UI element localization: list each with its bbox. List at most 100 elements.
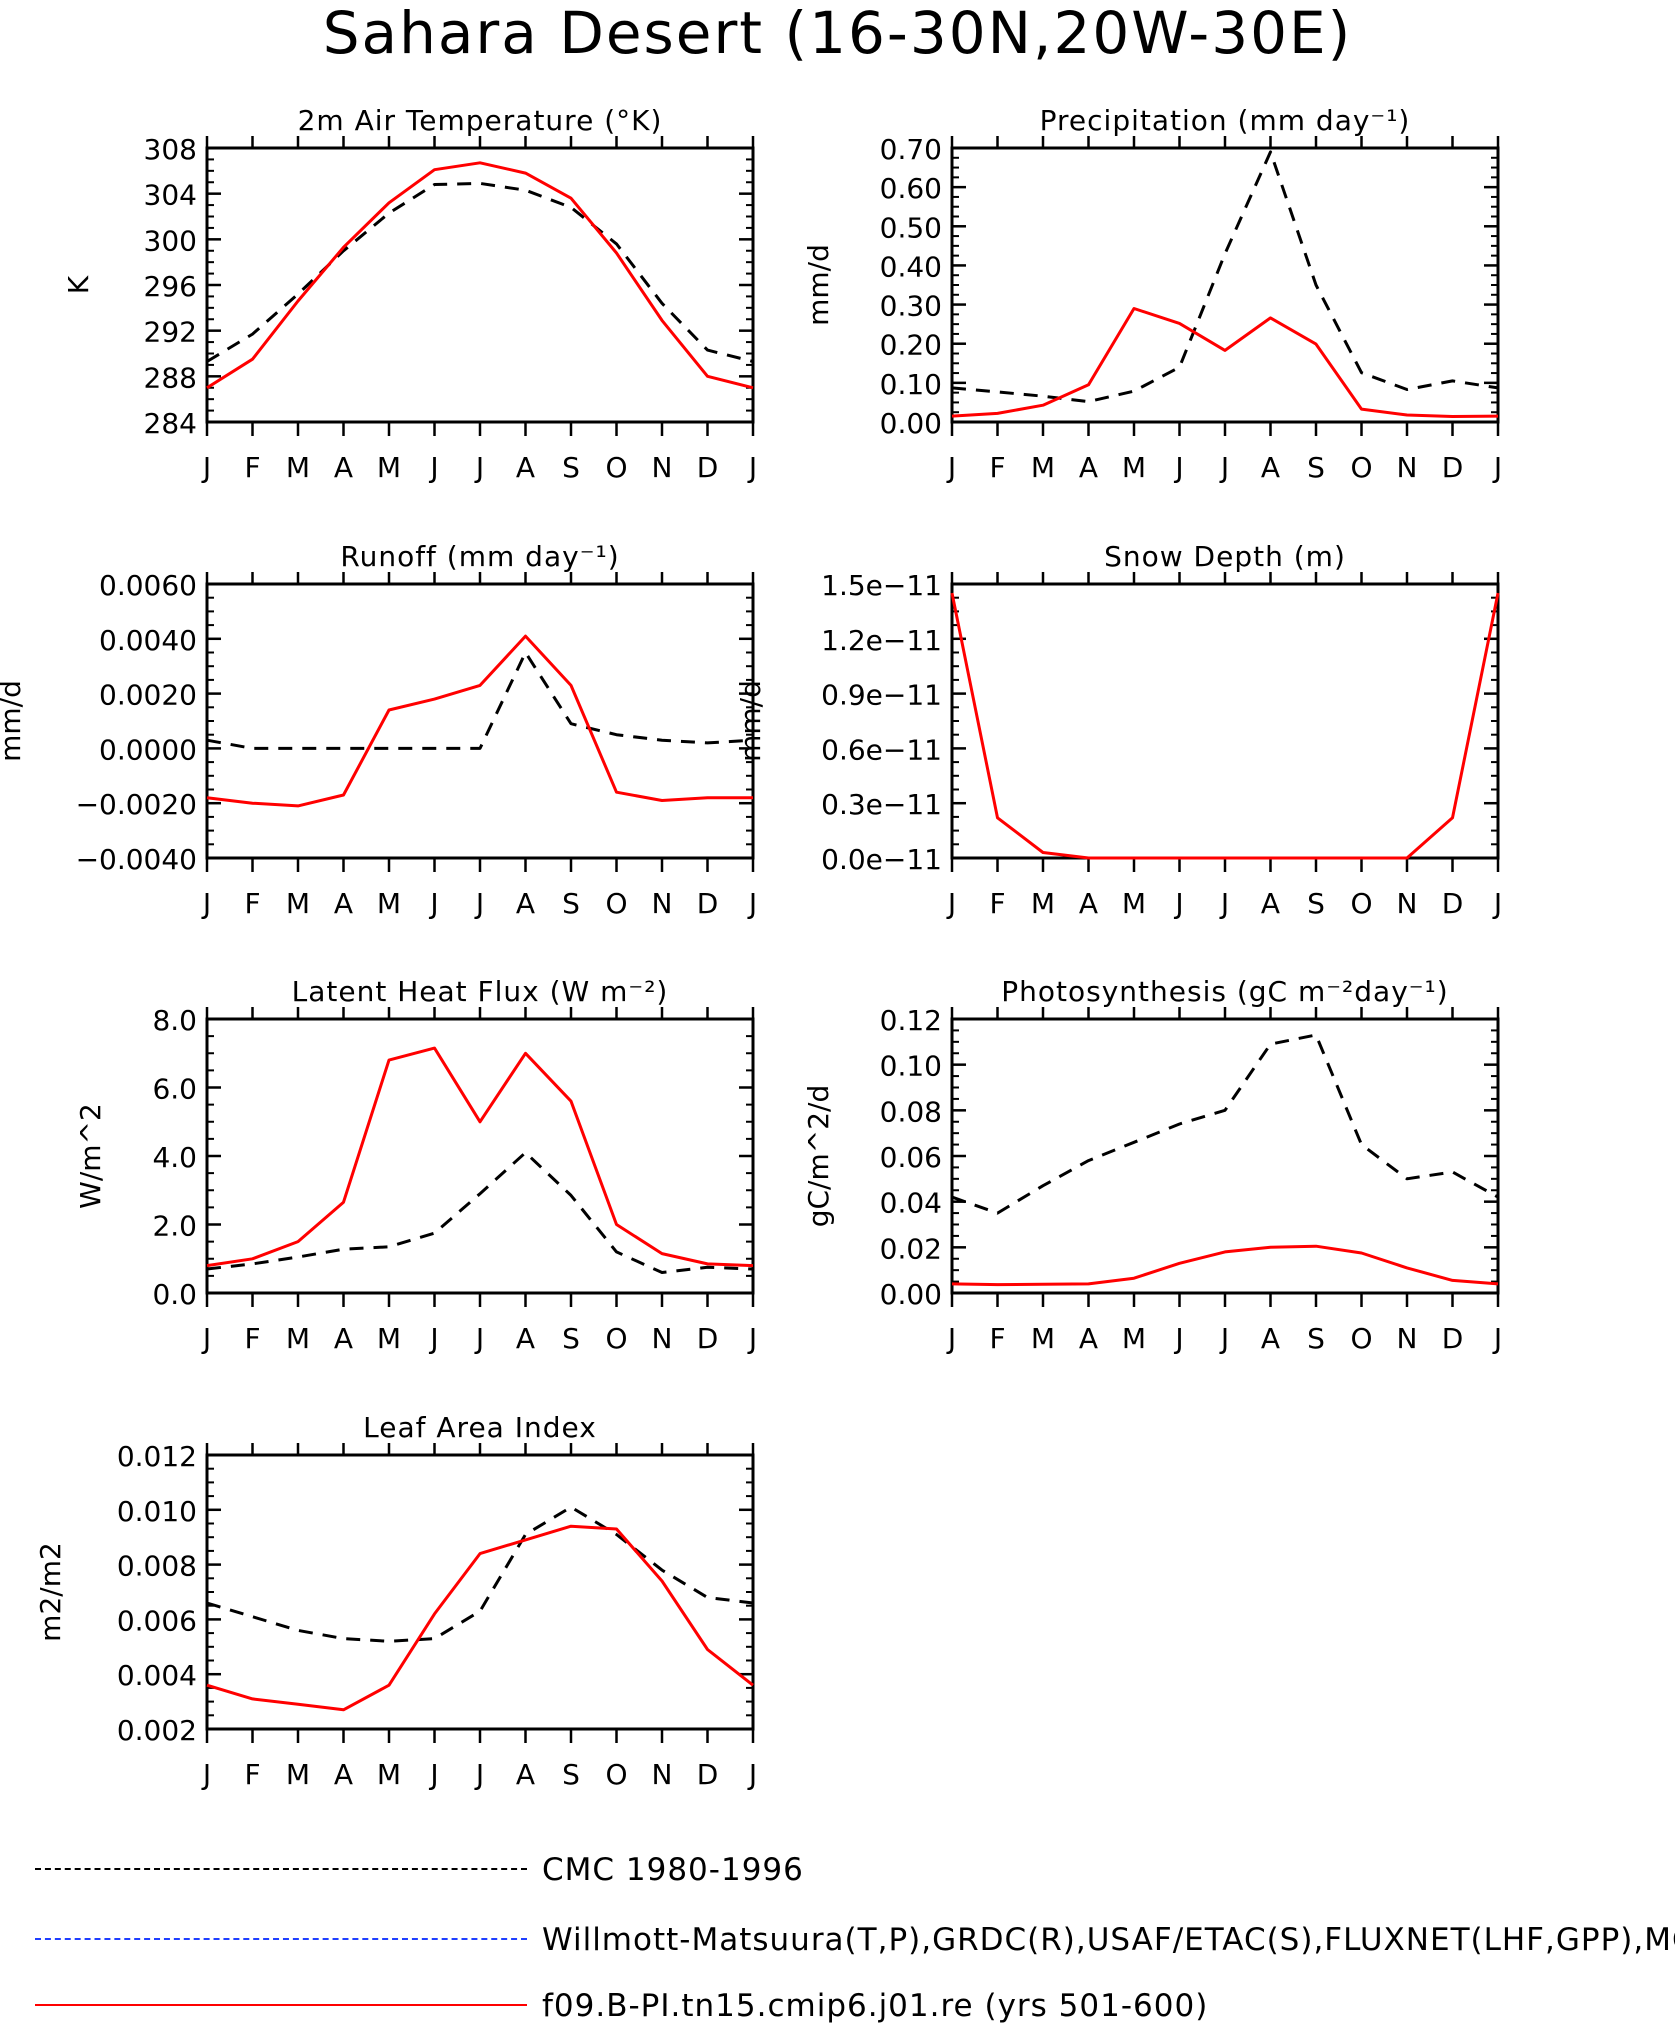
chart-title: Latent Heat Flux (W m⁻²)	[292, 975, 669, 1008]
x-tick-label: M	[1122, 1322, 1146, 1355]
series-line-model	[952, 593, 1498, 858]
x-tick-label: M	[286, 451, 310, 484]
y-tick-label: 0.40	[880, 250, 942, 283]
x-tick-label: F	[244, 1322, 260, 1355]
legend-label-model: f09.B-PI.tn15.cmip6.j01.re (yrs 501-600)	[542, 1986, 1208, 2026]
x-tick-label: O	[605, 1322, 627, 1355]
x-tick-label: J	[474, 451, 484, 484]
y-tick-label: 0.10	[880, 368, 942, 401]
x-tick-label: A	[1079, 451, 1098, 484]
x-tick-label: J	[1492, 887, 1502, 920]
x-tick-label: F	[989, 887, 1005, 920]
x-tick-label: N	[652, 1758, 673, 1791]
x-tick-label: J	[747, 1758, 757, 1791]
y-tick-label: 0.008	[117, 1550, 197, 1583]
series-line-cmc	[952, 152, 1498, 402]
y-tick-label: 6.0	[152, 1073, 197, 1106]
x-tick-label: M	[1122, 451, 1146, 484]
series-line-model	[952, 1246, 1498, 1284]
series-line-model	[207, 1048, 753, 1266]
y-tick-label: 0.0020	[99, 679, 197, 712]
x-tick-label: D	[1442, 1322, 1464, 1355]
x-tick-label: A	[1261, 887, 1280, 920]
series-line-model	[207, 636, 753, 806]
y-tick-label: 0.006	[117, 1604, 197, 1637]
x-tick-label: F	[244, 451, 260, 484]
x-tick-label: A	[1261, 451, 1280, 484]
x-tick-label: A	[516, 1758, 535, 1791]
x-tick-label: M	[286, 1322, 310, 1355]
legend-line-cmc	[35, 1868, 527, 1870]
x-tick-label: S	[562, 1322, 580, 1355]
x-tick-label: S	[1307, 1322, 1325, 1355]
x-tick-label: N	[1397, 887, 1418, 920]
x-tick-label: J	[747, 451, 757, 484]
y-tick-label: 0.70	[880, 133, 942, 166]
x-tick-label: O	[1350, 1322, 1372, 1355]
plot-frame	[207, 584, 753, 858]
y-axis-label: mm/d	[802, 244, 835, 326]
x-tick-label: S	[1307, 451, 1325, 484]
y-tick-label: 304	[144, 179, 197, 212]
chart-title: Runoff (mm day⁻¹)	[340, 540, 619, 573]
y-axis-label: K	[62, 275, 95, 294]
x-tick-label: J	[946, 1322, 956, 1355]
x-tick-label: N	[1397, 451, 1418, 484]
y-tick-label: 300	[144, 224, 197, 257]
x-tick-label: A	[334, 887, 353, 920]
y-tick-label: 0.012	[117, 1440, 197, 1473]
y-tick-label: 284	[144, 407, 197, 440]
y-tick-label: 0.00	[880, 407, 942, 440]
legend-line-obs	[35, 1938, 527, 1940]
y-tick-label: −0.0040	[76, 843, 197, 876]
series-line-cmc	[207, 1507, 753, 1641]
chart-title: 2m Air Temperature (°K)	[298, 104, 663, 137]
x-tick-label: J	[428, 887, 438, 920]
y-tick-label: 0.6e−11	[821, 733, 942, 766]
x-tick-label: A	[1261, 1322, 1280, 1355]
x-tick-label: O	[605, 451, 627, 484]
x-tick-label: A	[334, 1322, 353, 1355]
chart-title: Precipitation (mm day⁻¹)	[1040, 104, 1411, 137]
legend-line-model	[35, 2004, 527, 2006]
x-tick-label: S	[1307, 887, 1325, 920]
series-line-cmc	[952, 1035, 1498, 1213]
x-tick-label: N	[652, 1322, 673, 1355]
y-tick-label: 0.12	[880, 1004, 942, 1037]
x-tick-label: J	[1219, 451, 1229, 484]
plot-frame	[952, 148, 1498, 422]
legend-item-model: f09.B-PI.tn15.cmip6.j01.re (yrs 501-600)	[0, 1986, 1675, 2026]
y-tick-label: 0.0	[152, 1278, 197, 1311]
x-tick-label: D	[697, 1758, 719, 1791]
y-tick-label: 0.0040	[99, 624, 197, 657]
x-tick-label: J	[946, 887, 956, 920]
x-tick-label: A	[1079, 1322, 1098, 1355]
x-tick-label: O	[605, 1758, 627, 1791]
x-tick-label: A	[516, 887, 535, 920]
y-tick-label: 0.004	[117, 1659, 197, 1692]
x-tick-label: A	[1079, 887, 1098, 920]
plot-frame	[207, 1019, 753, 1293]
y-axis-label: W/m^2	[74, 1103, 107, 1209]
y-tick-label: 0.02	[880, 1232, 942, 1265]
y-tick-label: 288	[144, 361, 197, 394]
x-tick-label: A	[334, 451, 353, 484]
x-tick-label: M	[1031, 451, 1055, 484]
y-tick-label: 296	[144, 270, 197, 303]
y-tick-label: 0.04	[880, 1187, 942, 1220]
x-tick-label: M	[1031, 1322, 1055, 1355]
chart-title: Leaf Area Index	[363, 1411, 597, 1444]
x-tick-label: M	[377, 1322, 401, 1355]
y-tick-label: 0.0060	[99, 569, 197, 602]
chart-title: Photosynthesis (gC m⁻²day⁻¹)	[1001, 975, 1448, 1008]
x-tick-label: S	[562, 887, 580, 920]
plot-frame	[207, 148, 753, 422]
x-tick-label: J	[946, 451, 956, 484]
series-line-cmc	[207, 183, 753, 361]
y-tick-label: 0.00	[880, 1278, 942, 1311]
x-tick-label: F	[989, 451, 1005, 484]
chart-title: Snow Depth (m)	[1104, 540, 1346, 573]
